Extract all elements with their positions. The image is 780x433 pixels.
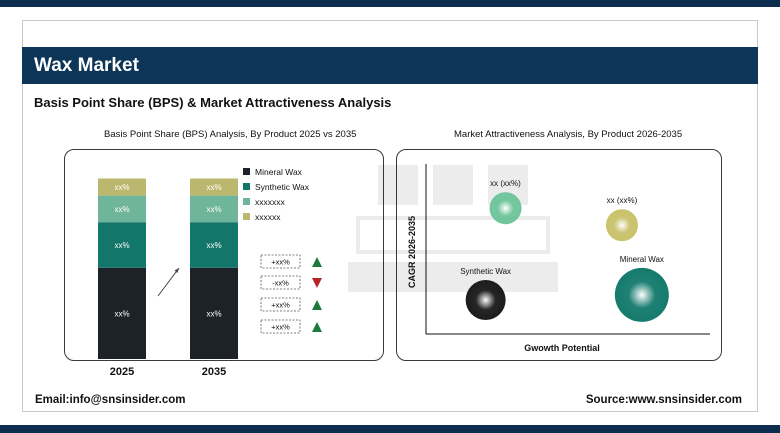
bar-connector-line <box>157 267 180 297</box>
bubble-label: xx (xx%) <box>490 179 521 188</box>
legend-label: Synthetic Wax <box>255 182 310 192</box>
attractiveness-chart-title: Market Attractiveness Analysis, By Produ… <box>454 129 683 140</box>
bottom-band <box>0 425 780 433</box>
up-arrow-icon <box>312 322 322 332</box>
bar-data-label: xx% <box>114 205 129 214</box>
top-band <box>0 0 780 7</box>
legend-swatch <box>243 183 250 190</box>
bar-segment <box>190 267 238 359</box>
footer-email: Email:info@snsinsider.com <box>35 394 186 406</box>
watermark-logo <box>348 165 558 292</box>
bar-segment <box>190 195 238 223</box>
change-box <box>260 319 301 334</box>
bar-segment <box>190 222 238 268</box>
x-axis-label: Gwowth Potential <box>524 343 600 353</box>
bar-data-label: xx% <box>206 183 221 192</box>
bar-data-label: xx% <box>206 241 221 250</box>
up-arrow-icon <box>312 257 322 267</box>
legend-swatch <box>243 198 250 205</box>
change-box <box>260 254 301 269</box>
page-subtitle: Basis Point Share (BPS) & Market Attract… <box>34 95 392 110</box>
bubble <box>465 280 506 320</box>
y-axis-label: CAGR 2026-2035 <box>407 216 417 288</box>
bar-data-label: xx% <box>114 241 129 250</box>
x-tick-label: 2025 <box>110 366 134 378</box>
bps-chart-title: Basis Point Share (BPS) Analysis, By Pro… <box>104 129 357 140</box>
change-label: +xx% <box>271 301 290 310</box>
bar-data-label: xx% <box>114 183 129 192</box>
bar-segment <box>190 178 238 196</box>
bar-data-label: xx% <box>206 309 221 318</box>
bubble <box>605 209 638 242</box>
change-box <box>260 297 301 312</box>
legend-swatch <box>243 168 250 175</box>
legend-swatch <box>243 213 250 220</box>
bubble-label: Mineral Wax <box>620 255 664 264</box>
bar-connector-arrowhead <box>174 268 179 273</box>
footer-source: Source:www.snsinsider.com <box>585 394 742 406</box>
bar-data-label: xx% <box>114 309 129 318</box>
bubble-label: Synthetic Wax <box>460 267 511 276</box>
bar-segment <box>98 267 146 359</box>
bar-data-label: xx% <box>206 205 221 214</box>
bubble <box>614 267 669 322</box>
change-label: +xx% <box>271 323 290 332</box>
bar-segment <box>98 178 146 196</box>
x-tick-label: 2035 <box>202 366 226 378</box>
change-label: -xx% <box>272 279 289 288</box>
title-bar <box>22 47 758 84</box>
page-title: Wax Market <box>34 55 139 76</box>
bubble-label: xx (xx%) <box>607 196 638 205</box>
down-arrow-icon <box>312 278 322 288</box>
attractiveness-chart-panel <box>396 149 722 361</box>
legend-label: xxxxxxx <box>255 197 286 207</box>
change-box <box>260 275 301 290</box>
up-arrow-icon <box>312 300 322 310</box>
bar-segment <box>98 195 146 223</box>
bar-segment <box>98 222 146 268</box>
change-label: +xx% <box>271 258 290 267</box>
legend-label: Mineral Wax <box>255 167 303 177</box>
bubble <box>489 192 522 225</box>
legend-label: xxxxxx <box>255 212 281 222</box>
